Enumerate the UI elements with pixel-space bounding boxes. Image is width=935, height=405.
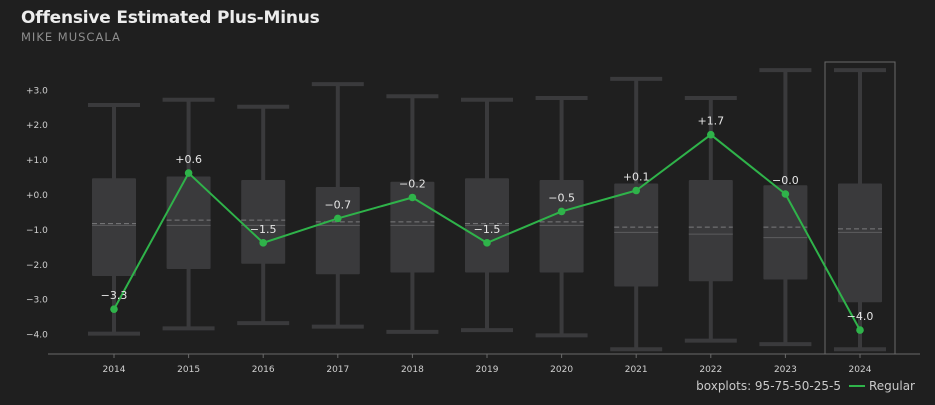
boxplot-2014 <box>88 103 140 336</box>
boxplot-box <box>763 185 808 280</box>
chart-title: Offensive Estimated Plus-Minus <box>21 8 320 28</box>
chart-subtitle: MIKE MUSCALA <box>21 30 121 44</box>
boxplot-2020 <box>535 96 588 338</box>
x-tick-label: 2023 <box>774 365 797 375</box>
boxplot-box <box>92 178 136 277</box>
boxplot-2017 <box>311 82 364 329</box>
boxplot-box <box>315 187 360 275</box>
x-tick-label: 2016 <box>252 365 275 375</box>
data-label-2024: −4.0 <box>847 310 874 323</box>
data-label-2017: −0.7 <box>324 198 351 211</box>
data-point-2019[interactable] <box>483 239 491 247</box>
data-label-2015: +0.6 <box>175 153 202 166</box>
data-point-2014[interactable] <box>110 305 118 313</box>
y-tick-label: +2.0 <box>26 121 48 131</box>
x-tick-label: 2020 <box>550 365 573 375</box>
data-label-2014: −3.3 <box>101 289 128 302</box>
legend-item-regular[interactable]: Regular <box>848 379 915 393</box>
boxplot-2021 <box>610 76 663 352</box>
data-label-2016: −1.5 <box>250 223 277 236</box>
data-point-2023[interactable] <box>781 190 790 198</box>
x-tick-label: 2017 <box>326 365 349 375</box>
data-labels-layer: −3.3 +0.6 −1.5 −0.7 −0.2 −1.5 −0.5 +0.1 +1.7 −0.0… <box>101 115 874 323</box>
boxplot-note: boxplots: 95-75-50-25-5 <box>696 379 841 393</box>
data-point-2020[interactable] <box>557 207 566 216</box>
boxplot-box <box>838 183 882 303</box>
data-label-2019: −1.5 <box>474 223 501 236</box>
data-point-2017[interactable] <box>334 214 342 223</box>
x-tick-label: 2019 <box>476 365 499 375</box>
boxplot-2019 <box>461 97 513 333</box>
data-label-2020: −0.5 <box>548 191 575 204</box>
y-tick-label: +3.0 <box>26 86 48 96</box>
y-tick-label: +0.0 <box>26 191 48 201</box>
data-point-2015[interactable] <box>184 169 193 177</box>
boxplot-box <box>614 183 659 287</box>
x-tick-label: 2015 <box>177 365 200 375</box>
boxplot-2016 <box>237 104 290 326</box>
y-tick-label: −3.0 <box>26 296 48 306</box>
boxplots-layer <box>88 61 896 355</box>
x-tick-label: 2022 <box>699 365 722 375</box>
boxplot-2023 <box>759 68 812 347</box>
boxplot-2024 <box>834 68 886 352</box>
x-tick-label: 2024 <box>849 365 872 375</box>
boxplot-box <box>241 180 286 264</box>
boxplot-box <box>688 180 733 282</box>
x-tick-label: 2021 <box>625 365 648 375</box>
legend-label: Regular <box>868 379 915 393</box>
data-point-2018[interactable] <box>408 193 417 202</box>
chart-footer: boxplots: 95-75-50-25-5 Regular <box>696 379 915 393</box>
data-point-2021[interactable] <box>632 186 640 195</box>
x-tick-label: 2018 <box>401 365 424 375</box>
data-point-2016[interactable] <box>259 239 268 247</box>
data-label-2018: −0.2 <box>399 177 426 190</box>
x-tick-label: 2014 <box>103 365 126 375</box>
data-point-2024[interactable] <box>856 326 864 334</box>
boxplot-box <box>539 180 584 273</box>
data-label-2022: +1.7 <box>697 115 724 128</box>
y-tick-label: +1.0 <box>26 156 48 166</box>
data-label-2021: +0.1 <box>623 171 650 184</box>
data-point-2022[interactable] <box>707 130 715 139</box>
y-tick-label: −2.0 <box>26 261 48 271</box>
boxplot-2018 <box>386 94 439 334</box>
y-tick-label: −4.0 <box>26 331 48 341</box>
y-tick-label: −1.0 <box>26 226 48 236</box>
boxplot-box <box>166 176 211 270</box>
data-label-2023: −0.0 <box>772 174 799 187</box>
series-layer <box>110 130 864 334</box>
boxplot-2015 <box>162 97 215 331</box>
legend-swatch-icon <box>848 385 865 387</box>
axes-layer: +3.0 +2.0 +1.0 +0.0 −1.0 −2.0 −3.0 −4.0 2014 2015… <box>26 86 920 375</box>
